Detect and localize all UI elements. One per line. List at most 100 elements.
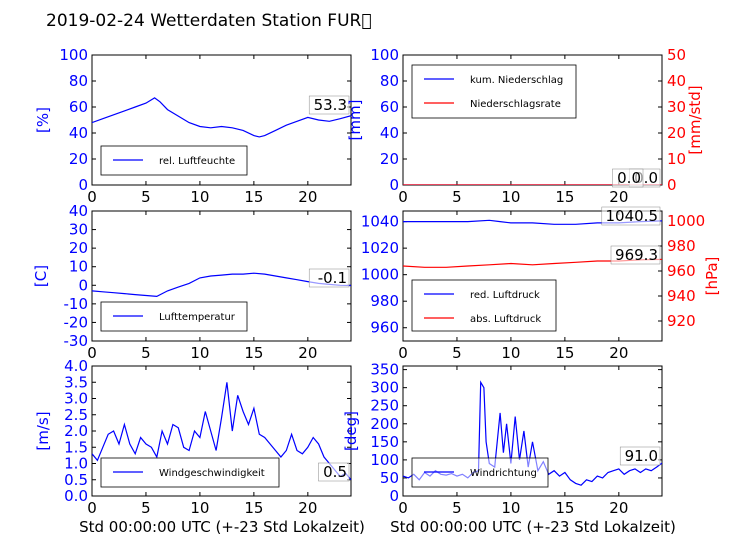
x-tick-label: 15 — [244, 344, 263, 362]
y2-axis-label: [mm/std] — [686, 85, 704, 154]
y-tick-label: 0 — [78, 176, 88, 194]
value-label-box — [601, 206, 661, 226]
x-tick-label: 10 — [501, 188, 520, 206]
y-tick-label: 200 — [370, 415, 399, 433]
y2-tick-label: 0 — [667, 176, 677, 194]
x-tick-label: 10 — [190, 188, 209, 206]
y-tick-label: 20 — [69, 150, 88, 168]
x-axis-label-right: Std 00:00:00 UTC (+-23 Std Lokalzeit) — [390, 518, 676, 536]
x-tick-label: 10 — [501, 344, 520, 362]
x-tick-label: 20 — [298, 188, 317, 206]
value-label: 969.3 — [615, 246, 658, 264]
y-tick-label: 350 — [370, 361, 399, 379]
y-tick-label: 60 — [380, 98, 399, 116]
y2-tick-label: 10 — [667, 150, 686, 168]
panel-1: 0 5 10 15 20 0 20 40 60 80 100 [%] rel. Luftfeuchte 5… — [34, 46, 352, 206]
legend-label: Lufttemperatur — [159, 312, 236, 323]
y-axis-label: [C] — [32, 265, 50, 287]
x-tick-label: 5 — [141, 344, 151, 362]
x-tick-label: 20 — [298, 344, 317, 362]
y-tick-label: 2.0 — [64, 422, 88, 440]
x-tick-label: 20 — [298, 499, 317, 517]
value-label: 91.0 — [625, 447, 658, 465]
y-tick-label: 100 — [370, 46, 399, 64]
y-tick-label: 100 — [59, 46, 88, 64]
x-tick-label: 5 — [141, 188, 151, 206]
value-label-box — [308, 268, 350, 288]
x-tick-label: 0 — [87, 188, 97, 206]
y-tick-label: 0 — [389, 176, 399, 194]
x-tick-label: 5 — [452, 344, 462, 362]
x-axis-label-left: Std 00:00:00 UTC (+-23 Std Lokalzeit) — [79, 518, 365, 536]
y-tick-label: 1.5 — [64, 438, 88, 456]
x-tick-label: 5 — [452, 499, 462, 517]
panel-4: 0 5 10 15 20 960 980 1000 1020 1040 920 940 960 980 10… — [361, 206, 721, 362]
y-tick-label: 60 — [69, 98, 88, 116]
y-tick-label: 2.5 — [64, 406, 88, 424]
legend-box — [100, 145, 248, 176]
y2-tick-label: 940 — [667, 287, 696, 305]
y-tick-label: 1.0 — [64, 455, 88, 473]
y-axis-label: [mm] — [346, 100, 364, 141]
y-tick-label: 10 — [69, 258, 88, 276]
x-tick-label: 0 — [398, 499, 408, 517]
legend-label: kum. Niederschlag — [470, 75, 563, 86]
y-tick-label: 300 — [370, 379, 399, 397]
panel-6: 0 5 10 15 20050100150200250300350[deg]Windri… — [342, 361, 663, 517]
value-label-box — [318, 462, 350, 482]
value-label-box — [619, 446, 661, 466]
y-tick-label: 0 — [78, 276, 88, 294]
x-tick-label: 20 — [609, 188, 628, 206]
y2-tick-label: 1000 — [667, 212, 705, 230]
y-tick-label: 0.0 — [64, 487, 88, 505]
y2-tick-label: 20 — [667, 124, 686, 142]
legend-box — [411, 279, 557, 332]
x-tick-label: 10 — [190, 344, 209, 362]
y-tick-label: 40 — [69, 202, 88, 220]
y-tick-label: 4.0 — [64, 357, 88, 375]
value-label: 1040.5 — [606, 207, 659, 225]
figure-title: 2019-02-24 Wetterdaten Station FUR  — [46, 11, 372, 31]
x-tick-label: 20 — [609, 344, 628, 362]
y-tick-label: 100 — [370, 451, 399, 469]
y-tick-label: 50 — [380, 469, 399, 487]
y-tick-label: 40 — [69, 124, 88, 142]
y2-tick-label: 960 — [667, 262, 696, 280]
y-tick-label: 80 — [69, 72, 88, 90]
y2-tick-label: 920 — [667, 312, 696, 330]
value-label: -0.1 — [318, 269, 347, 287]
y-tick-label: 0.5 — [64, 471, 88, 489]
x-tick-label: 15 — [244, 188, 263, 206]
y-tick-label: 30 — [69, 221, 88, 239]
value-label-box — [610, 245, 661, 265]
y-tick-label: 150 — [370, 433, 399, 451]
x-tick-label: 5 — [452, 188, 462, 206]
x-tick-label: 15 — [244, 499, 263, 517]
y-tick-label: 3.5 — [64, 373, 88, 391]
y2-tick-label: 40 — [667, 72, 686, 90]
y-axis-label: [deg] — [342, 411, 360, 451]
y2-tick-label: 50 — [667, 46, 686, 64]
series-line — [92, 382, 351, 481]
series-line — [92, 97, 351, 138]
value-label-box — [308, 95, 350, 115]
value-label-box — [612, 168, 644, 188]
x-tick-label: 15 — [555, 344, 574, 362]
panel-3: 0 5 10 15 20-30-20-10010203040[C]Lufttempera… — [32, 202, 352, 362]
x-tick-label: 5 — [141, 499, 151, 517]
y-tick-label: 1020 — [361, 239, 399, 257]
y-tick-label: 20 — [69, 239, 88, 257]
x-tick-label: 10 — [190, 499, 209, 517]
legend-label: abs. Luftdruck — [470, 314, 541, 325]
x-tick-label: 0 — [87, 344, 97, 362]
y-tick-label: -10 — [64, 295, 89, 313]
x-tick-label: 0 — [398, 344, 408, 362]
y-tick-label: 3.0 — [64, 390, 88, 408]
y2-axis-label: [hPa] — [703, 257, 721, 296]
x-tick-label: 0 — [87, 499, 97, 517]
x-tick-label: 10 — [501, 499, 520, 517]
y-tick-label: 0 — [389, 487, 399, 505]
x-tick-label: 0 — [398, 188, 408, 206]
